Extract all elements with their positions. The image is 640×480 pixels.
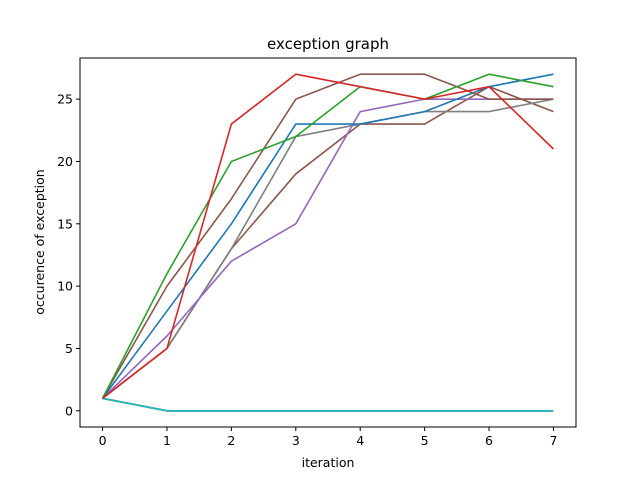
x-axis-label: iteration bbox=[302, 455, 355, 470]
y-tick-label: 0 bbox=[65, 403, 73, 418]
x-tick-label: 5 bbox=[421, 433, 429, 448]
y-tick-label: 25 bbox=[57, 92, 73, 107]
series-line-27 bbox=[102, 73, 555, 399]
series-line-24 bbox=[101, 73, 554, 399]
series-line-23 bbox=[101, 98, 554, 399]
y-tick-label: 5 bbox=[65, 341, 73, 356]
x-tick-label: 6 bbox=[485, 433, 493, 448]
y-axis-label: occurence of exception bbox=[32, 169, 47, 314]
y-tick-label: 10 bbox=[57, 279, 73, 294]
series-layer bbox=[101, 73, 555, 412]
y-tick-label: 20 bbox=[57, 154, 73, 169]
x-tick-label: 2 bbox=[227, 433, 235, 448]
x-tick-label: 7 bbox=[549, 433, 557, 448]
x-tick-label: 1 bbox=[163, 433, 171, 448]
series-line-25 bbox=[101, 73, 554, 399]
x-tick-label: 3 bbox=[292, 433, 300, 448]
series-line-22 bbox=[102, 98, 554, 399]
x-tick-label: 0 bbox=[99, 433, 107, 448]
series-line-20 bbox=[102, 397, 554, 412]
x-axis: 0 1 2 3 4 5 6 7 bbox=[99, 427, 557, 448]
chart-title: exception graph bbox=[267, 35, 389, 53]
y-tick-label: 15 bbox=[57, 216, 73, 231]
axes-frame bbox=[79, 57, 577, 428]
series-line-26 bbox=[101, 73, 554, 399]
y-axis: 0 5 10 15 20 25 bbox=[57, 92, 80, 418]
x-tick-label: 4 bbox=[356, 433, 364, 448]
